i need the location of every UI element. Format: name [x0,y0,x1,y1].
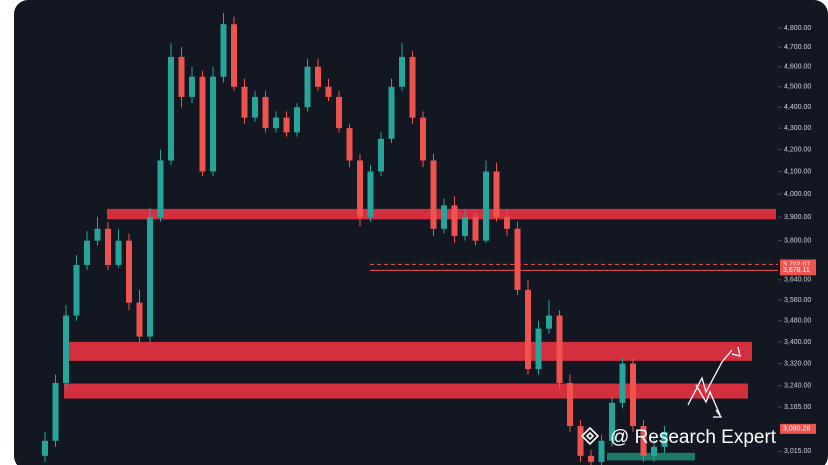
resistance-zone [64,341,752,361]
y-tick-label: 4,600.00 [784,64,811,71]
candle-body [661,431,668,447]
y-tick-label: 4,400.00 [784,104,811,111]
candle-body [357,160,363,218]
candle-body [231,24,237,87]
candle-body [483,171,489,241]
arrow-head [713,409,723,418]
candle-body [105,228,111,265]
price-tag [780,423,816,434]
y-tick-label: 3,900.00 [784,214,811,221]
candle-body [84,240,90,265]
candle-body [42,440,48,456]
watermark: @ Research Expert [610,427,777,448]
candle-body [115,240,122,265]
candle-body [441,205,447,229]
candle-body [535,328,542,370]
candle-body [378,138,384,172]
candle-body [567,382,573,427]
y-tick-label: 3,800.00 [784,238,811,245]
support-zone [607,452,695,461]
candle-body [147,217,153,337]
candle-body [157,160,164,218]
candle-body [462,217,468,236]
y-tick-label: 3,640.00 [784,277,811,284]
candle-body [283,117,290,133]
candle-body [63,315,69,383]
y-tick-label: 3,320.00 [784,360,811,367]
y-tick-label: 4,100.00 [784,168,811,175]
candle-body [430,160,437,229]
candle-body [178,56,185,97]
y-tick-label: 3,240.00 [784,383,811,390]
candle-body [126,240,132,303]
price-tag-label: 3,090.28 [783,426,810,433]
candle-body [630,363,636,427]
candle-body [420,117,426,161]
watermark-logo [580,426,600,446]
candle-body [399,56,405,87]
candle-body [168,56,174,161]
logo [580,426,600,446]
arrow-down-path [695,384,721,416]
candle-body [336,96,342,129]
candle-body [304,66,311,108]
candle-body [619,363,626,403]
y-tick-label: 4,800.00 [784,25,811,32]
candle-body [409,56,416,118]
price-tag [780,265,816,276]
candle-body [577,426,584,456]
price-tag-label: 3,702.07 [783,261,810,268]
y-tick-label: 3,400.00 [784,339,811,346]
candle-body [367,171,374,218]
candle-body [546,315,552,329]
y-tick-label: 4,700.00 [784,44,811,51]
plot: 4,800.00 4,700.00 4,600.00 4,500.00 4,400.00… [42,12,816,465]
candle-body [294,107,300,133]
candle-body [588,455,594,462]
price-tag [780,259,816,270]
candle-body [189,76,195,97]
y-tick-label: 4,000.00 [784,191,811,198]
candle-body [598,440,605,462]
candle-body [220,24,227,77]
candle-body [52,382,59,441]
candle-body [451,205,458,236]
candle-body [94,228,101,241]
candle-body [252,96,258,118]
candle-body [273,117,279,129]
y-tick-label: 3,560.00 [784,297,811,304]
candle-body [556,315,563,383]
candle-body [504,217,510,229]
candle-body [199,76,206,172]
candle-body [514,228,521,290]
candle-body [210,76,216,172]
arrow-head [731,346,741,357]
resistance-zone [64,383,748,399]
candle-body [525,289,531,370]
y-tick-label: 3,480.00 [784,318,811,325]
candle-body [388,86,395,139]
y-tick-label: 4,300.00 [784,125,811,132]
y-tick-label: 3,015.00 [784,448,811,455]
candle-body [262,96,269,129]
candle-body [325,86,332,97]
candle-body [346,128,353,161]
candle-body [651,446,657,456]
candle-body [493,171,500,218]
arrows [687,346,741,418]
candle-body [640,426,647,456]
candle-body [472,217,479,241]
candle-body [73,264,80,316]
y-tick-label: 4,200.00 [784,146,811,153]
candle-body [609,402,615,441]
price-tag-label: 3,678.11 [783,267,810,274]
candle-body [136,302,143,337]
y-tick-label: 4,500.00 [784,84,811,91]
y-tick-label: 3,165.00 [784,404,811,411]
candle-body [315,66,321,87]
candle-body [241,86,248,118]
